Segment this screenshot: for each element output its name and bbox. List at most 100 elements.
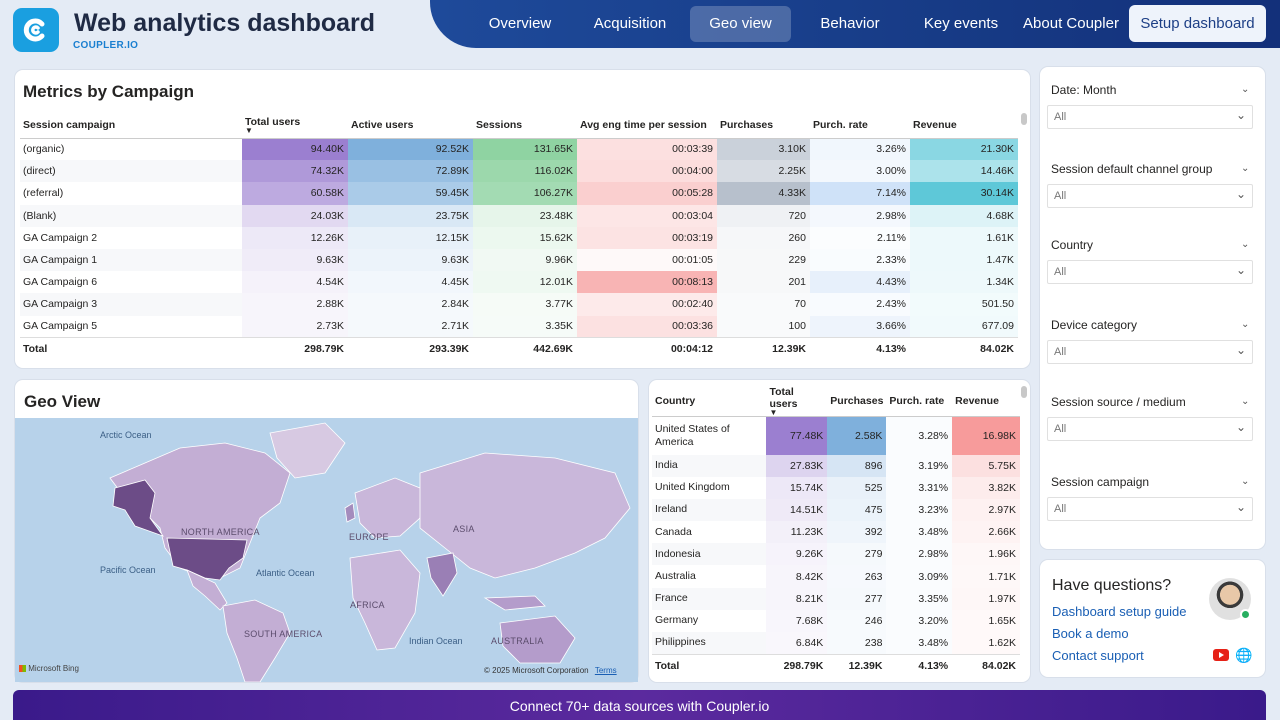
geo-title: Geo View xyxy=(24,392,101,411)
cell-purch-rate: 4.43% xyxy=(810,271,910,294)
cell-sessions: 3.77K xyxy=(473,293,577,316)
map-label-north-america: NORTH AMERICA xyxy=(181,527,260,537)
map-terms-link[interactable]: Terms xyxy=(594,666,617,675)
col-purchases[interactable]: Purchases xyxy=(717,112,810,139)
col-country-purchases[interactable]: Purchases xyxy=(827,386,887,417)
col-sessions[interactable]: Sessions xyxy=(473,112,577,139)
campaign-table-row[interactable]: GA Campaign 1 9.63K 9.63K 9.96K 00:01:05 229 2… xyxy=(20,248,1018,272)
filter-dropdown-device-category[interactable]: All ⌄ xyxy=(1047,340,1253,364)
campaign-table-scrollbar[interactable] xyxy=(1021,113,1027,125)
cell-avg-eng-time: 00:03:39 xyxy=(577,138,717,161)
cell-avg-eng-time: 00:01:05 xyxy=(577,248,717,272)
country-table-row[interactable]: United Kingdom 15.74K 525 3.31% 3.82K xyxy=(652,476,1020,499)
country-table-row[interactable]: Germany 7.68K 246 3.20% 1.65K xyxy=(652,609,1020,632)
europe-shape xyxy=(354,477,426,539)
nav-key-events[interactable]: Key events xyxy=(923,15,999,32)
nav-overview[interactable]: Overview xyxy=(488,15,552,32)
country-table-row[interactable]: Indonesia 9.26K 279 2.98% 1.96K xyxy=(652,543,1020,566)
country-table-row[interactable]: Canada 11.23K 392 3.48% 2.66K xyxy=(652,521,1020,544)
alaska-shape xyxy=(112,479,165,537)
nav-about-coupler[interactable]: About Coupler xyxy=(1023,15,1119,32)
filter-dropdown-session-campaign[interactable]: All ⌄ xyxy=(1047,497,1253,521)
total-cell-country-revenue: 84.02K xyxy=(952,653,1020,679)
country-table-row[interactable]: Australia 8.42K 263 3.09% 1.71K xyxy=(652,565,1020,588)
filter-dropdown-date-month[interactable]: All ⌄ xyxy=(1047,105,1253,129)
country-table-row[interactable]: Philippines 6.84K 238 3.48% 1.62K xyxy=(652,632,1020,655)
filter-dropdown-country[interactable]: All ⌄ xyxy=(1047,260,1253,284)
collapse-chevron-icon[interactable]: ⌄ xyxy=(1241,84,1250,95)
book-demo-link[interactable]: Book a demo xyxy=(1052,626,1129,641)
col-revenue[interactable]: Revenue xyxy=(910,112,1018,139)
col-purch-rate[interactable]: Purch. rate xyxy=(810,112,910,139)
cell-country-purch-rate: 3.35% xyxy=(886,587,953,610)
app-title: Web analytics dashboard xyxy=(74,9,376,37)
map-label-europe: EUROPE xyxy=(349,532,389,542)
col-country-total-users[interactable]: Total users ▼ xyxy=(766,386,828,417)
campaign-table-row[interactable]: GA Campaign 5 2.73K 2.71K 3.35K 00:03:36 100 3… xyxy=(20,315,1018,338)
nav-geo-view[interactable]: Geo view xyxy=(690,6,791,42)
map-label-arctic: Arctic Ocean xyxy=(100,430,152,440)
collapse-chevron-icon[interactable]: ⌄ xyxy=(1241,476,1250,487)
cell-total-users: 74.32K xyxy=(242,160,348,183)
campaign-table-row[interactable]: (Blank) 24.03K 23.75K 23.48K 00:03:04 720 2.98… xyxy=(20,204,1018,227)
col-country-revenue[interactable]: Revenue xyxy=(952,386,1020,417)
col-active-users[interactable]: Active users xyxy=(348,112,473,139)
cell-active-users: 92.52K xyxy=(348,138,473,161)
filter-dropdown-session-source-medium[interactable]: All ⌄ xyxy=(1047,417,1253,441)
campaign-table-body: (organic) 94.40K 92.52K 131.65K 00:03:39 3.10… xyxy=(20,138,1018,361)
country-table-row[interactable]: United States of America 77.48K 2.58K 3.28%… xyxy=(652,416,1020,455)
cell-country-total-users: 14.51K xyxy=(766,498,828,522)
cell-country: Germany xyxy=(652,609,767,632)
col-avg-eng-time[interactable]: Avg eng time per session xyxy=(577,112,717,139)
campaign-table-row[interactable]: (direct) 74.32K 72.89K 116.02K 00:04:00 2.25K… xyxy=(20,160,1018,183)
col-country[interactable]: Country xyxy=(652,386,767,417)
campaign-table-row[interactable]: GA Campaign 2 12.26K 12.15K 15.62K 00:03:19 2… xyxy=(20,226,1018,249)
cell-session-campaign: (organic) xyxy=(20,138,242,161)
footer-banner[interactable]: Connect 70+ data sources with Coupler.io xyxy=(13,690,1266,720)
country-table-row[interactable]: India 27.83K 896 3.19% 5.75K xyxy=(652,454,1020,477)
country-table-row[interactable]: Ireland 14.51K 475 3.23% 2.97K xyxy=(652,498,1020,522)
campaign-table-row[interactable]: (referral) 60.58K 59.45K 106.27K 00:05:28 4.3… xyxy=(20,182,1018,205)
campaign-table-row[interactable]: GA Campaign 6 4.54K 4.45K 12.01K 00:08:13 201… xyxy=(20,271,1018,294)
contact-support-link[interactable]: Contact support xyxy=(1052,648,1144,663)
total-cell-country-purch-rate: 4.13% xyxy=(886,653,953,679)
total-cell-revenue: 84.02K xyxy=(910,337,1018,361)
world-map[interactable]: Arctic Ocean NORTH AMERICA EUROPE ASIA P… xyxy=(15,418,638,682)
collapse-chevron-icon[interactable]: ⌄ xyxy=(1241,163,1250,174)
cell-purch-rate: 2.33% xyxy=(810,248,910,272)
filter-dropdown-session-default-channel-group[interactable]: All ⌄ xyxy=(1047,184,1253,208)
nav-acquisition[interactable]: Acquisition xyxy=(593,15,667,32)
cell-sessions: 131.65K xyxy=(473,138,577,161)
cell-purchases: 4.33K xyxy=(717,182,810,205)
total-cell-purchases: 12.39K xyxy=(717,337,810,361)
cell-country-purch-rate: 3.48% xyxy=(886,521,953,544)
dashboard-setup-guide-link[interactable]: Dashboard setup guide xyxy=(1052,604,1187,619)
campaign-table-title: Metrics by Campaign xyxy=(23,82,194,101)
app-subtitle: COUPLER.IO xyxy=(73,40,139,51)
collapse-chevron-icon[interactable]: ⌄ xyxy=(1241,396,1250,407)
cell-session-campaign: (referral) xyxy=(20,182,242,205)
setup-dashboard-button[interactable]: Setup dashboard xyxy=(1129,5,1266,42)
nav-behavior[interactable]: Behavior xyxy=(820,15,880,32)
cell-revenue: 1.47K xyxy=(910,248,1018,272)
campaign-table-row[interactable]: GA Campaign 3 2.88K 2.84K 3.77K 00:02:40 70 2.… xyxy=(20,293,1018,316)
country-table-row[interactable]: France 8.21K 277 3.35% 1.97K xyxy=(652,587,1020,610)
bing-logo: Microsoft Bing xyxy=(19,664,79,673)
cell-avg-eng-time: 00:03:04 xyxy=(577,204,717,227)
country-table-scrollbar[interactable] xyxy=(1021,386,1027,398)
cell-active-users: 9.63K xyxy=(348,248,473,272)
col-total-users[interactable]: Total users ▼ xyxy=(242,112,348,139)
col-session-campaign[interactable]: Session campaign xyxy=(20,112,242,139)
map-label-africa: AFRICA xyxy=(350,600,385,610)
collapse-chevron-icon[interactable]: ⌄ xyxy=(1241,239,1250,250)
col-country-purch-rate[interactable]: Purch. rate xyxy=(886,386,953,417)
globe-icon[interactable]: 🌐 xyxy=(1235,647,1253,663)
cell-country: United Kingdom xyxy=(652,476,767,499)
cell-country: France xyxy=(652,587,767,610)
bing-label: Microsoft Bing xyxy=(28,664,79,673)
map-copyright-text: © 2025 Microsoft Corporation xyxy=(484,666,589,675)
youtube-icon[interactable] xyxy=(1213,649,1229,661)
collapse-chevron-icon[interactable]: ⌄ xyxy=(1241,319,1250,330)
cell-country-revenue: 1.96K xyxy=(952,543,1020,566)
campaign-table-row[interactable]: (organic) 94.40K 92.52K 131.65K 00:03:39 3.10… xyxy=(20,138,1018,161)
